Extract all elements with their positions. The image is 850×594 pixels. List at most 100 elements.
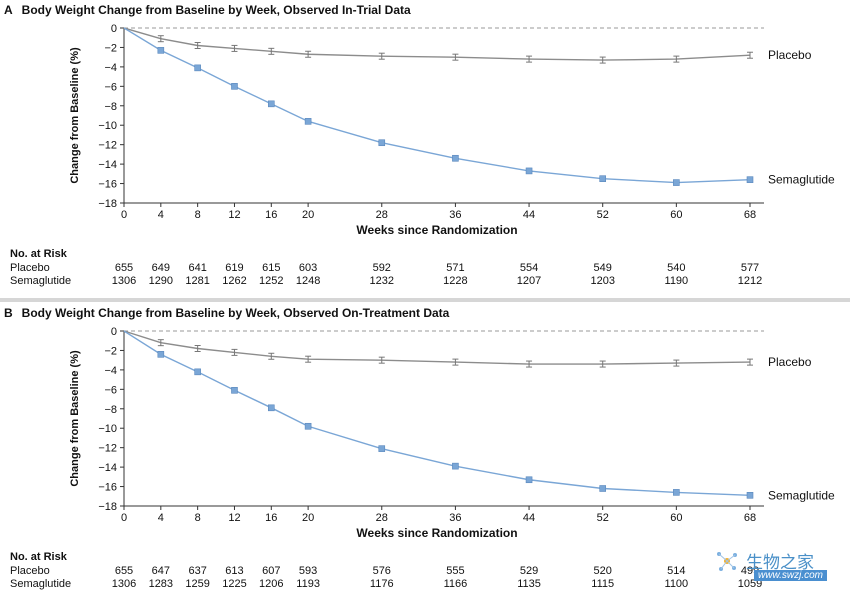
x-tick-label: 68 — [744, 512, 756, 524]
watermark: 生物之家 www.swzj.com — [716, 548, 846, 588]
data-point-semaglutide — [452, 154, 459, 162]
y-tick-label: −2 — [104, 345, 117, 357]
risk-cell: 1259 — [185, 578, 210, 590]
data-point-semaglutide — [157, 47, 165, 54]
risk-row-label-semaglutide: Semaglutide — [10, 578, 72, 590]
y-tick-label: −16 — [98, 482, 117, 494]
risk-cell: 641 — [188, 262, 207, 274]
risk-cell: 540 — [667, 262, 686, 274]
risk-cell: 655 — [114, 262, 134, 274]
risk-row-label-semaglutide: Semaglutide — [10, 275, 72, 287]
risk-cell: 1190 — [664, 275, 689, 287]
x-tick-label: 16 — [265, 512, 277, 524]
data-point-semaglutide — [673, 489, 680, 496]
risk-cell: 571 — [446, 262, 465, 274]
risk-cell: 655 — [114, 565, 134, 577]
risk-cell: 549 — [593, 262, 612, 274]
panel-a-letter: A — [4, 3, 13, 17]
risk-cell: 1166 — [443, 578, 468, 590]
x-tick-label: 68 — [744, 209, 756, 221]
risk-cell: 615 — [262, 262, 281, 274]
x-tick-label: 12 — [228, 209, 240, 221]
series-label-semaglutide: Semaglutide — [768, 173, 835, 187]
x-tick-label: 20 — [302, 512, 314, 524]
data-point-placebo — [526, 55, 533, 63]
data-point-placebo — [378, 52, 385, 60]
series-label-semaglutide: Semaglutide — [768, 488, 835, 502]
risk-cell: 607 — [262, 565, 281, 577]
x-tick-label: 60 — [670, 209, 682, 221]
data-point-semaglutide — [746, 492, 754, 499]
data-point-placebo — [599, 360, 606, 368]
risk-cell: 1262 — [222, 275, 247, 287]
risk-cell: 592 — [372, 262, 391, 274]
data-point-placebo — [378, 356, 385, 364]
data-point-semaglutide — [304, 422, 312, 430]
data-point-semaglutide — [673, 179, 680, 186]
y-tick-label: −10 — [98, 120, 117, 132]
risk-cell: 1306 — [111, 578, 137, 590]
risk-cell: 1281 — [185, 275, 210, 287]
data-point-placebo — [194, 42, 201, 49]
data-point-placebo — [194, 345, 201, 352]
risk-cell: 520 — [593, 565, 612, 577]
data-point-semaglutide — [746, 176, 754, 183]
panel-a-title-text: Body Weight Change from Baseline by Week… — [21, 3, 411, 17]
risk-cell: 1212 — [737, 275, 763, 287]
data-point-semaglutide — [157, 351, 165, 358]
risk-cell: 1135 — [517, 578, 541, 590]
data-point-placebo — [231, 44, 238, 52]
y-tick-label: −2 — [104, 42, 117, 54]
data-point-placebo — [305, 355, 312, 363]
y-tick-label: −4 — [104, 365, 117, 377]
data-point-semaglutide — [194, 368, 201, 376]
x-tick-label: 36 — [449, 209, 461, 221]
x-tick-label: 44 — [523, 209, 535, 221]
data-point-semaglutide — [378, 445, 386, 452]
series-line-placebo — [123, 27, 751, 61]
y-tick-label: −16 — [98, 179, 117, 191]
data-point-placebo — [157, 339, 164, 347]
x-tick-label: 0 — [121, 512, 127, 524]
y-tick-label: −8 — [104, 404, 117, 416]
data-point-placebo — [526, 360, 533, 368]
risk-row-label-placebo: Placebo — [10, 565, 50, 577]
data-point-semaglutide — [194, 64, 201, 72]
risk-cell: 649 — [151, 262, 170, 274]
x-tick-label: 36 — [449, 512, 461, 524]
data-point-placebo — [599, 56, 606, 64]
data-point-placebo — [747, 51, 753, 59]
risk-cell: 1248 — [295, 275, 321, 287]
panel-b-letter: B — [4, 306, 13, 320]
risk-cell: 603 — [298, 262, 318, 274]
panel-b-title-text: Body Weight Change from Baseline by Week… — [21, 306, 450, 320]
risk-cell: 1176 — [369, 578, 394, 590]
series-label-placebo: Placebo — [768, 355, 812, 369]
y-tick-label: −4 — [104, 62, 117, 74]
data-point-placebo — [673, 55, 680, 63]
panel-a-title: A Body Weight Change from Baseline by Wee… — [4, 3, 411, 17]
risk-cell: 1306 — [111, 275, 137, 287]
risk-table-title: No. at Risk — [10, 248, 67, 260]
x-tick-label: 44 — [523, 512, 535, 524]
risk-cell: 1232 — [369, 275, 394, 287]
data-point-semaglutide — [267, 404, 275, 412]
risk-cell: 1283 — [148, 578, 174, 590]
data-point-semaglutide — [267, 100, 275, 108]
series-line-semaglutide — [123, 330, 751, 497]
data-point-semaglutide — [378, 139, 386, 147]
risk-cell: 647 — [151, 565, 170, 577]
risk-cell: 555 — [446, 565, 465, 577]
risk-cell: 1100 — [664, 578, 689, 590]
x-axis-title: Weeks since Randomization — [356, 223, 517, 237]
molecule-icon — [717, 552, 737, 571]
x-tick-label: 28 — [376, 209, 388, 221]
risk-table-title: No. at Risk — [10, 551, 67, 563]
data-point-placebo — [268, 352, 275, 360]
y-tick-label: 0 — [111, 326, 117, 338]
panel-a-chart: 0 −2 −4 −6 −8 −10 −12 −14 −16 −18 0 4 8 12 16 20 28 36 44 5… — [69, 23, 835, 237]
series-line-semaglutide — [123, 27, 751, 184]
x-tick-label: 52 — [597, 512, 609, 524]
risk-cell: 1207 — [516, 275, 542, 287]
data-point-placebo — [231, 348, 238, 356]
